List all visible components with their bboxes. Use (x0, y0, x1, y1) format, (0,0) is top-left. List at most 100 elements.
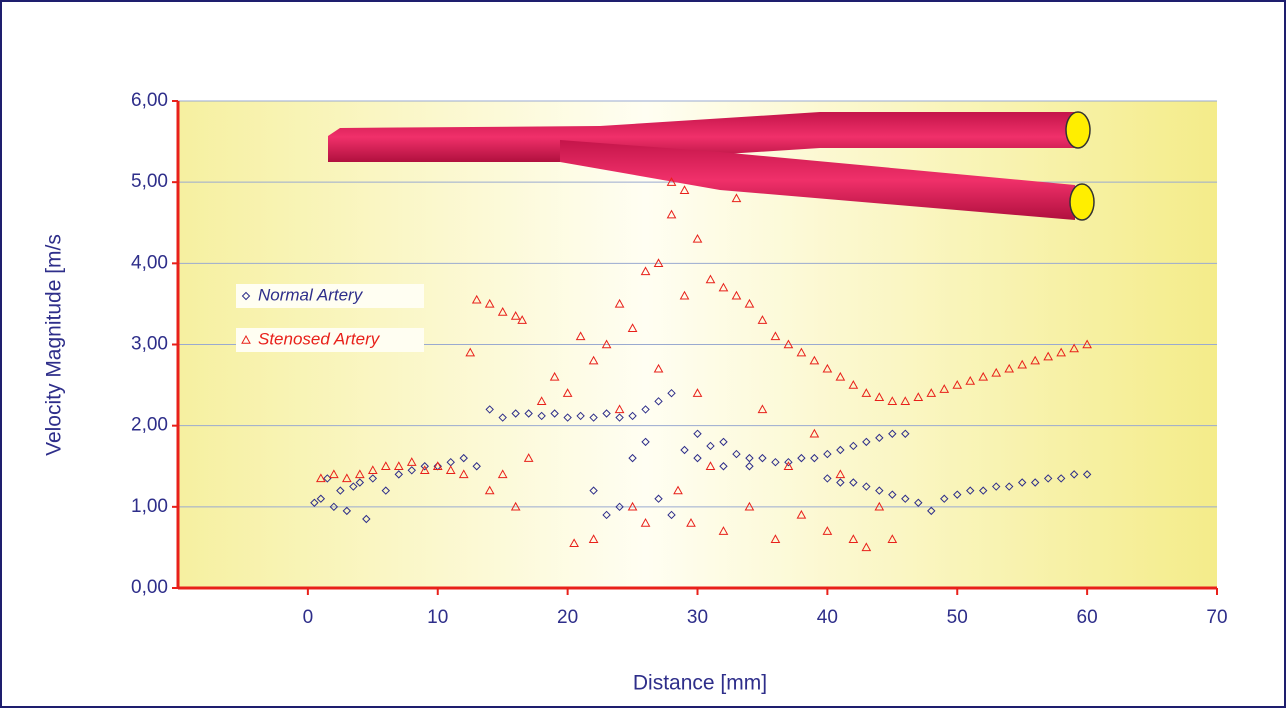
triangle-point (406, 457, 417, 466)
triangle-point (575, 331, 586, 341)
triangle-point (445, 465, 456, 475)
diamond-point (862, 482, 871, 491)
triangle-point (614, 298, 625, 308)
diamond-point (602, 510, 611, 520)
triangle-point (965, 375, 976, 385)
triangle-point (241, 334, 251, 344)
triangle-point (471, 294, 482, 304)
diamond-point (589, 413, 598, 422)
diamond-point (381, 486, 391, 495)
triangle-point (848, 380, 859, 389)
diamond-point (693, 429, 702, 438)
diamond-point (641, 405, 650, 414)
diamond-point (654, 494, 663, 503)
diamond-point (1030, 478, 1040, 487)
triangle-point (640, 266, 651, 276)
diamond-point (628, 411, 637, 421)
triangle-point (705, 461, 716, 470)
triangle-point (900, 396, 911, 406)
triangle-point (718, 526, 729, 535)
triangle-point (517, 315, 528, 324)
diamond-point (420, 462, 429, 471)
triangle-point (1069, 343, 1079, 353)
triangle-point (744, 501, 755, 511)
triangle-point (913, 392, 924, 401)
triangle-point (978, 371, 989, 381)
y-tick-label: 4,00 (131, 252, 168, 273)
diamond-point (1082, 470, 1092, 479)
diamond-point (914, 498, 923, 507)
diamond-point (641, 437, 650, 447)
triangle-point (822, 363, 833, 373)
triangle-point (705, 274, 716, 284)
diamond-point (849, 478, 858, 487)
diamond-point (362, 514, 371, 524)
diamond-point (615, 502, 624, 512)
triangle-point (692, 233, 703, 243)
triangle-point (835, 469, 846, 479)
x-axis-title: Distance [mm] (633, 672, 767, 695)
triangle-point (484, 298, 495, 308)
triangle-point (809, 428, 820, 438)
x-tick-label: 70 (1206, 607, 1227, 628)
diamond-point (693, 453, 702, 463)
diamond-point (537, 411, 546, 421)
triangle-point (679, 185, 690, 194)
diamond-point (927, 506, 936, 516)
diamond-point (329, 502, 339, 512)
diamond-point (667, 388, 676, 398)
triangle-point (601, 339, 612, 349)
diamond-point (979, 486, 988, 495)
triangle-point (861, 542, 872, 552)
triangle-point (796, 347, 807, 357)
triangle-point (484, 485, 495, 495)
triangle-point (1056, 347, 1066, 357)
diamond-point (797, 453, 806, 463)
triangle-point (887, 396, 898, 406)
triangle-point (549, 371, 560, 381)
diamond-point (732, 449, 741, 459)
diamond-point (1069, 470, 1079, 479)
diamond-point (992, 482, 1001, 491)
triangle-point (686, 518, 696, 527)
diamond-point (745, 462, 754, 471)
triangle-point (848, 534, 859, 543)
diamond-point (342, 506, 352, 516)
triangle-point (666, 177, 677, 186)
triangle-point (770, 534, 781, 543)
diamond-point (602, 409, 611, 418)
diamond-point (316, 494, 326, 503)
diamond-point (771, 457, 780, 467)
triangle-point (887, 534, 898, 543)
diamond-point (836, 445, 845, 455)
diamond-point (407, 466, 416, 475)
x-tick-label: 10 (427, 607, 448, 628)
triangle-point (1043, 351, 1054, 361)
x-tick-label: 0 (303, 607, 314, 628)
diamond-point (485, 405, 494, 414)
triangle-point (419, 465, 430, 475)
y-tick-label: 6,00 (131, 90, 168, 111)
diamond-point (901, 429, 910, 438)
points (310, 177, 1092, 552)
triangle-point (627, 323, 638, 332)
diamond-point (550, 409, 559, 418)
x-tick-label: 50 (947, 607, 968, 628)
diamond-point (498, 413, 507, 422)
diamond-point (966, 486, 975, 495)
diamond-point (654, 397, 663, 406)
diamond-point (888, 429, 897, 438)
triangle-point (783, 461, 794, 470)
diamond-point (472, 462, 481, 471)
diamond-point (459, 453, 468, 463)
triangle-point (952, 380, 963, 389)
diamond-point (355, 478, 365, 487)
triangle-point (666, 209, 677, 219)
triangle-point (653, 258, 664, 268)
diamond-point (875, 433, 884, 443)
diamond-point (1056, 474, 1066, 483)
triangle-point (588, 534, 599, 543)
triangle-point (835, 371, 846, 381)
triangle-point (562, 388, 573, 397)
